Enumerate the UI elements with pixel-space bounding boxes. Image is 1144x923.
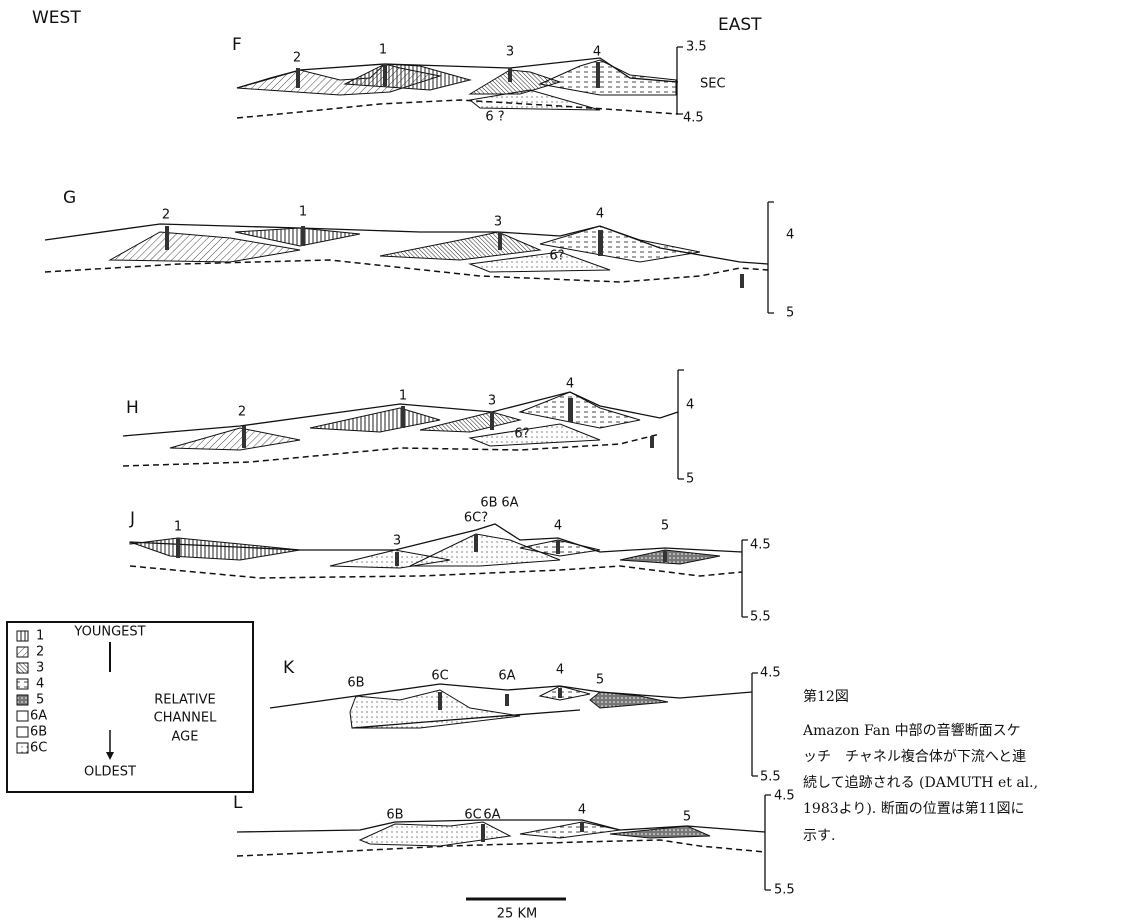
depth-label: 5 — [686, 472, 694, 487]
channel-label: 6B — [347, 676, 364, 691]
channel-label: 1 — [379, 43, 387, 58]
figure: WEST EAST F 2 1 3 4 6 ? 3.5 SEC 4.5 G 2 … — [0, 0, 1144, 923]
legend-text: RELATIVE — [154, 693, 216, 708]
legend-label: 1 — [36, 629, 44, 644]
legend-label: 3 — [36, 661, 44, 676]
depth-label: 4.5 — [760, 666, 781, 681]
depth-label: 5.5 — [750, 610, 771, 625]
legend-label: 5 — [36, 693, 44, 708]
channel-label: 4 — [554, 519, 562, 534]
depth-label: 4.5 — [774, 789, 795, 804]
channel-label: 1 — [299, 205, 307, 220]
channel-label: 1 — [399, 389, 407, 404]
channel-label: 6B — [386, 808, 403, 823]
channel-label: 5 — [683, 810, 691, 825]
channel-label: 6 ? — [485, 110, 504, 125]
profile-name: G — [63, 188, 76, 208]
legend-label: 2 — [36, 645, 44, 660]
channel-label: 3 — [494, 215, 502, 230]
channel-label: 2 — [162, 208, 170, 223]
channel-label: 3 — [488, 394, 496, 409]
channel-label: 4 — [578, 803, 586, 818]
caption-line: 示す. — [803, 828, 835, 844]
channel-label: 5 — [661, 519, 669, 534]
profile-k: K 6B 6C 6A 4 5 4.5 5.5 — [270, 658, 781, 785]
legend-text: AGE — [172, 730, 199, 745]
channel-label: 6C — [431, 669, 448, 684]
profile-name: F — [232, 35, 242, 55]
profile-h: H 2 1 3 4 6? 4 5 — [123, 370, 694, 487]
caption-line: Amazon Fan 中部の音響断面スケ — [802, 722, 1021, 739]
profile-name: J — [129, 509, 135, 529]
channel-label: 4 — [593, 45, 601, 60]
channel-label: 4 — [596, 207, 604, 222]
caption-line: 続して追跡される (DAMUTH et al., — [803, 774, 1038, 791]
channel-label: 4 — [566, 377, 574, 392]
depth-label: 4.5 — [750, 538, 771, 553]
channel-label: 3 — [506, 45, 514, 60]
legend-oldest: OLDEST — [84, 765, 136, 780]
caption-line: ッチ チャネル複合体が下流へと連 — [803, 748, 1026, 765]
east-label: EAST — [718, 15, 762, 35]
channel-label: 6A — [498, 669, 515, 684]
channel-label: 4 — [556, 663, 564, 678]
channel-label: 6A — [501, 496, 518, 511]
profile-f: F 2 1 3 4 6 ? 3.5 SEC 4.5 — [232, 35, 726, 126]
channel-label: 6A — [483, 808, 500, 823]
depth-label: 4.5 — [683, 111, 704, 126]
depth-label: 5.5 — [760, 770, 781, 785]
legend-label: 4 — [36, 677, 44, 692]
channel-label: 6B — [480, 496, 497, 511]
profile-j: J 1 3 6C? 6B 6A 4 5 4.5 5.5 — [129, 496, 771, 625]
channel-label: 2 — [293, 51, 301, 66]
profile-name: K — [283, 658, 295, 678]
channel-label: 5 — [596, 673, 604, 688]
profile-g: G 2 1 3 4 6? 4 5 — [45, 188, 794, 321]
legend-label: 6B — [30, 725, 47, 740]
channel-label: 6C — [464, 808, 481, 823]
channel-label: 3 — [393, 534, 401, 549]
depth-label: 3.5 — [686, 40, 707, 55]
depth-label: 4 — [686, 398, 694, 413]
depth-label: 5 — [786, 306, 794, 321]
legend-label: 6C — [30, 741, 47, 756]
legend: 1 2 3 4 5 6A 6B 6C YOUNGEST RELATIVE CHA… — [7, 622, 253, 792]
scale-label: 25 KM — [497, 907, 537, 922]
depth-label: SEC — [700, 77, 726, 92]
profile-name: L — [233, 793, 243, 813]
channel-label: 1 — [174, 520, 182, 535]
legend-text: CHANNEL — [154, 711, 217, 726]
caption-line: 1983より). 断面の位置は第11図に — [803, 800, 1025, 817]
channel-label: 6? — [549, 249, 564, 264]
west-label: WEST — [32, 8, 81, 28]
channel-label: 6? — [514, 427, 529, 442]
legend-label: 6A — [30, 709, 47, 724]
profile-name: H — [126, 398, 139, 418]
depth-label: 4 — [786, 228, 794, 243]
caption-title: 第12図 — [803, 688, 849, 705]
depth-label: 5.5 — [774, 883, 795, 898]
legend-youngest: YOUNGEST — [73, 625, 145, 640]
channel-label: 6C? — [464, 511, 488, 526]
profile-l: L 6B 6C 6A 4 5 4.5 5.5 — [233, 789, 795, 898]
channel-label: 2 — [238, 405, 246, 420]
